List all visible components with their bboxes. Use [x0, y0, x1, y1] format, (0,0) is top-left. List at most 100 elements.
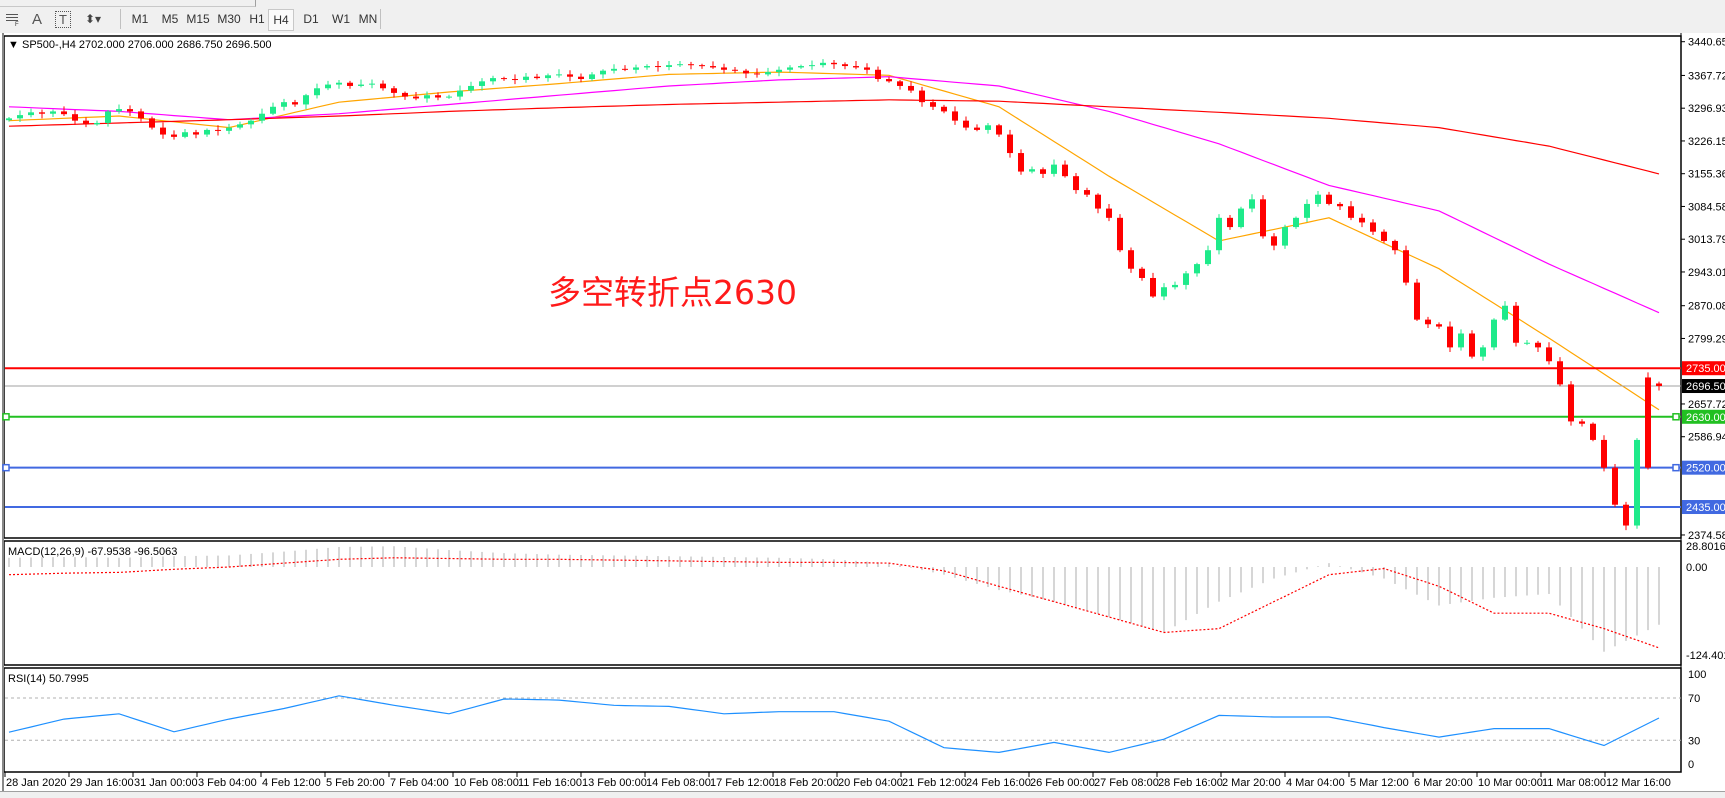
candle-body — [941, 106, 947, 112]
candle-body — [743, 70, 749, 74]
candle — [611, 64, 617, 74]
timeframe-m30-button[interactable]: M30 — [217, 12, 241, 26]
timeframe-h1-button[interactable]: H1 — [249, 12, 265, 26]
candle-body — [1590, 423, 1596, 440]
candle — [787, 65, 793, 73]
candle-body — [578, 76, 584, 80]
price-tick-label: 2943.010 — [1688, 267, 1725, 279]
macd-signal-line — [8, 557, 1660, 649]
price-tick-label: 3440.650 — [1688, 37, 1725, 49]
candle-body — [1117, 217, 1123, 251]
candle-body — [996, 125, 1002, 135]
candle — [303, 93, 309, 110]
candle — [996, 123, 1002, 137]
timeframe-m1-button[interactable]: M1 — [131, 12, 149, 26]
candle — [270, 102, 276, 116]
candle-body — [1315, 194, 1321, 204]
arrows-tool-button[interactable]: ⬍▾ — [80, 9, 106, 29]
candle — [512, 74, 518, 85]
candle — [1150, 272, 1156, 298]
candle — [1084, 187, 1090, 198]
candle — [1161, 283, 1167, 301]
timeframe-m5-button[interactable]: M5 — [161, 12, 179, 26]
grid-fibonacci-icon[interactable]: F — [0, 9, 26, 29]
candle-body — [864, 67, 870, 70]
rsi-tick-label: 0 — [1688, 759, 1694, 771]
candle-body — [798, 66, 804, 68]
candle-body — [292, 102, 298, 105]
moving-average-line-3 — [8, 99, 1660, 175]
candle — [974, 124, 980, 132]
candle — [589, 72, 595, 81]
time-tick-label: 6 Mar 20:00 — [1414, 777, 1473, 789]
timeframe-m15-button[interactable]: M15 — [186, 12, 210, 26]
candle — [952, 106, 958, 125]
candle-body — [94, 122, 100, 125]
price-tick-label: 2586.940 — [1688, 432, 1725, 444]
candle-body — [457, 90, 463, 97]
candle — [127, 105, 133, 117]
candle — [501, 76, 507, 81]
candle-body — [1612, 467, 1618, 505]
candle — [446, 94, 452, 99]
candle-body — [1293, 217, 1299, 228]
candle — [677, 60, 683, 67]
candle — [1117, 214, 1123, 253]
candle-body — [732, 69, 738, 71]
candle-body — [446, 96, 452, 98]
svg-text:F: F — [15, 22, 19, 26]
candle-body — [1623, 504, 1629, 526]
text-label-button[interactable]: T — [50, 9, 76, 29]
candle-body — [1150, 277, 1156, 297]
candle-body — [1304, 203, 1310, 218]
candle-body — [1381, 231, 1387, 241]
candle-body — [1601, 439, 1607, 468]
candle — [875, 66, 881, 82]
candle-body — [1205, 250, 1211, 265]
timeframe-h4-button[interactable]: H4 — [268, 9, 294, 31]
toolbar-separator — [380, 9, 381, 29]
price-label-2696.500: 2696.500 — [1686, 381, 1725, 393]
candle-body — [171, 134, 177, 137]
candle — [1447, 321, 1453, 353]
candle-body — [589, 74, 595, 80]
candle — [83, 117, 89, 128]
candle-body — [1062, 164, 1068, 177]
candle — [1095, 193, 1101, 214]
candle — [1469, 330, 1475, 359]
candle-body — [1172, 284, 1178, 288]
candle — [369, 79, 375, 89]
candle-body — [28, 112, 34, 116]
price-label-badge — [1682, 500, 1725, 515]
candle — [171, 130, 177, 140]
timeframe-mn-button[interactable]: MN — [358, 12, 378, 26]
candle-body — [512, 79, 518, 81]
candle — [292, 99, 298, 107]
candle-body — [1513, 305, 1519, 343]
rsi-title: RSI(14) 50.7995 — [8, 673, 89, 685]
candle — [699, 63, 705, 69]
time-tick-label: 10 Feb 08:00 — [454, 777, 519, 789]
candle-body — [1436, 324, 1442, 327]
price-tick-label: 2374.585 — [1688, 530, 1725, 542]
candle-body — [1557, 361, 1563, 385]
candle-body — [1128, 250, 1134, 269]
macd-tick-label: 0.00 — [1686, 562, 1707, 574]
text-tool-button[interactable]: A — [31, 10, 42, 28]
candle-body — [1403, 250, 1409, 283]
candle-body — [501, 78, 507, 80]
candle — [1645, 372, 1651, 470]
candle — [457, 85, 463, 101]
candle — [336, 79, 342, 89]
rsi-tick-label: 100 — [1688, 669, 1706, 681]
price-tick-label: 2799.295 — [1688, 333, 1725, 345]
candle — [820, 59, 826, 68]
timeframe-d1-button[interactable]: D1 — [303, 12, 319, 26]
candle-body — [721, 67, 727, 70]
candle-body — [226, 127, 232, 131]
candle — [985, 122, 991, 134]
timeframe-w1-button[interactable]: W1 — [332, 12, 350, 26]
price-label-2630.000: 2630.000 — [1686, 412, 1725, 424]
price-label-2520.000: 2520.000 — [1686, 463, 1725, 475]
